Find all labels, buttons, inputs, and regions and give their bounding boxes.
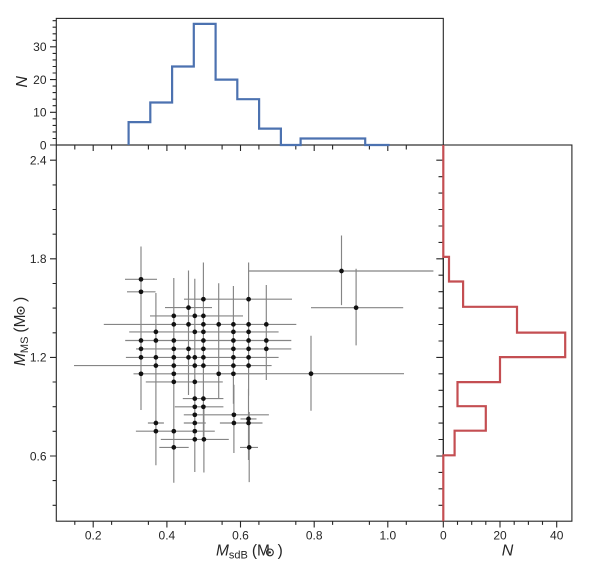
- svg-text:0.8: 0.8: [306, 529, 323, 543]
- svg-text:): ): [278, 542, 283, 559]
- svg-text:0.6: 0.6: [30, 449, 47, 463]
- svg-text:0.2: 0.2: [85, 529, 102, 543]
- svg-text:30: 30: [33, 40, 47, 54]
- svg-text:N: N: [502, 543, 514, 560]
- svg-text:1.8: 1.8: [30, 252, 47, 266]
- svg-text:0: 0: [40, 138, 47, 152]
- svg-text:MMS(M: MMS(M: [12, 315, 31, 367]
- svg-text:N: N: [14, 76, 31, 88]
- svg-text:20: 20: [493, 529, 507, 543]
- svg-text:0: 0: [440, 529, 447, 543]
- svg-text:0.6: 0.6: [232, 529, 249, 543]
- svg-text:40: 40: [550, 529, 564, 543]
- svg-text:10: 10: [33, 106, 47, 120]
- svg-text:1.0: 1.0: [379, 529, 396, 543]
- svg-text:2.4: 2.4: [30, 154, 47, 168]
- svg-text:20: 20: [33, 73, 47, 87]
- svg-text:0.4: 0.4: [159, 529, 176, 543]
- svg-text:1.2: 1.2: [30, 351, 47, 365]
- svg-text:): ): [12, 297, 29, 302]
